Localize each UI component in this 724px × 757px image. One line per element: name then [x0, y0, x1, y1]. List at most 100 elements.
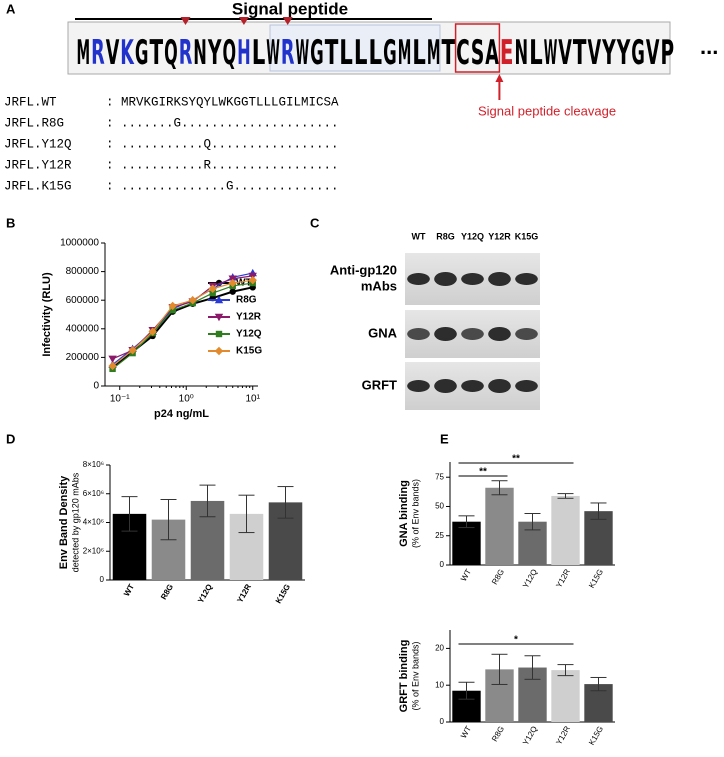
panel-label: C — [310, 215, 320, 230]
logo-letter: P — [661, 33, 675, 73]
y-axis-label: GNA binding — [398, 480, 410, 547]
y-axis-label: Env Band Density — [58, 475, 70, 569]
legend-label: K15G — [236, 346, 262, 357]
logo-letter: V — [646, 33, 660, 73]
logo-letter: Q — [223, 33, 237, 73]
x-tick-label: R8G — [490, 568, 506, 587]
legend-label: WT — [236, 278, 252, 289]
logo-letter: G — [631, 33, 645, 73]
alignment-sequence: : ...........Q................. — [106, 137, 339, 151]
y-tick-label: 8×10⁶ — [83, 460, 104, 469]
x-tick-label: WT — [122, 582, 136, 597]
blot-band — [407, 273, 430, 285]
logo-letter: V — [558, 33, 572, 73]
bar — [551, 670, 580, 722]
blot-band — [434, 379, 457, 393]
logo-letter: W — [544, 33, 558, 73]
data-point — [168, 301, 177, 311]
logo-letter: L — [529, 33, 543, 73]
logo-letter: E — [500, 33, 514, 73]
data-point — [108, 361, 117, 371]
logo-title: Signal peptide — [232, 0, 348, 18]
x-tick-label: K15G — [587, 725, 605, 747]
logo-letter: T — [573, 33, 587, 73]
blot-band — [434, 327, 457, 341]
alignment-name: JRFL.Y12R — [4, 158, 72, 172]
mutation-marker — [282, 17, 293, 25]
logo-letter: M — [398, 33, 412, 73]
logo-letter: Y — [602, 33, 616, 73]
y-tick-label: 0 — [440, 717, 445, 726]
alignment-sequence: : ..............G.............. — [106, 179, 339, 193]
y-axis-label: (% of Env bands) — [410, 479, 420, 548]
x-tick-label: Y12R — [554, 724, 572, 746]
logo-letter: M — [77, 33, 91, 73]
logo-letter: L — [339, 33, 353, 73]
logo-letter: R — [281, 33, 295, 73]
data-point — [248, 275, 257, 285]
blot-band — [407, 328, 430, 340]
bar — [551, 495, 580, 565]
logo-letter: V — [588, 33, 602, 73]
y-tick-label: 0 — [93, 381, 99, 392]
x-tick-label: R8G — [490, 725, 506, 744]
blot-band — [488, 379, 511, 393]
x-tick-label: Y12R — [554, 567, 572, 589]
x-tick-label: Y12Q — [521, 725, 539, 747]
significance-label: ** — [512, 454, 520, 465]
logo-letter: C — [456, 33, 470, 73]
alignment-sequence: : .......G..................... — [106, 116, 339, 130]
x-tick-label: WT — [459, 567, 473, 582]
y-tick-label: 800000 — [66, 266, 100, 277]
data-point — [208, 284, 217, 293]
logo-letter: Y — [616, 33, 630, 73]
logo-letter: G — [135, 33, 149, 73]
bar — [485, 487, 514, 565]
blot-band — [434, 272, 457, 286]
alignment-name: JRFL.Y12Q — [4, 137, 72, 151]
lane-label: WT — [412, 231, 426, 241]
logo-letter: W — [296, 33, 310, 73]
panel-label: A — [6, 1, 16, 16]
cleavage-box — [454, 23, 501, 73]
logo-shade — [269, 24, 441, 72]
alignment-name: JRFL.WT — [4, 95, 57, 109]
data-point — [209, 289, 216, 297]
blot-row-label: Anti-gp120 — [330, 262, 397, 277]
blot-band — [461, 273, 484, 285]
data-point — [229, 288, 236, 295]
x-tick-label: K15G — [274, 583, 292, 606]
bar — [452, 521, 481, 565]
legend-marker — [214, 313, 224, 322]
y-tick-label: 75 — [435, 472, 444, 481]
x-tick-label: WT — [459, 724, 473, 739]
logo-ellipsis: ... — [700, 34, 718, 59]
bar — [584, 511, 613, 565]
y-tick-label: 50 — [435, 502, 444, 511]
series-line — [112, 279, 253, 367]
mutation-marker — [238, 17, 249, 25]
blot-band — [488, 327, 511, 341]
blot-band — [515, 328, 538, 340]
logo-letter: N — [193, 33, 207, 73]
legend-label: R8G — [236, 295, 257, 306]
y-tick-label: 4×10⁶ — [83, 518, 104, 527]
cleavage-arrowhead — [495, 74, 504, 82]
logo-letter: M — [427, 33, 441, 73]
logo-letter: K — [120, 33, 134, 73]
x-tick-label: Y12R — [235, 582, 253, 604]
logo-letter: G — [383, 33, 397, 73]
logo-letter: H — [237, 33, 251, 73]
significance-label: * — [514, 635, 518, 646]
y-tick-label: 20 — [435, 644, 444, 653]
blot-row-label: GNA — [368, 325, 398, 340]
logo-letter: T — [150, 33, 164, 73]
y-axis-label: (% of Env bands) — [410, 641, 420, 710]
panel-label: D — [6, 431, 15, 446]
y-tick-label: 0 — [100, 575, 105, 584]
logo-letter: A — [485, 33, 499, 73]
logo-letter: L — [412, 33, 426, 73]
y-tick-label: 25 — [435, 531, 444, 540]
y-tick-label: 400000 — [66, 323, 100, 334]
